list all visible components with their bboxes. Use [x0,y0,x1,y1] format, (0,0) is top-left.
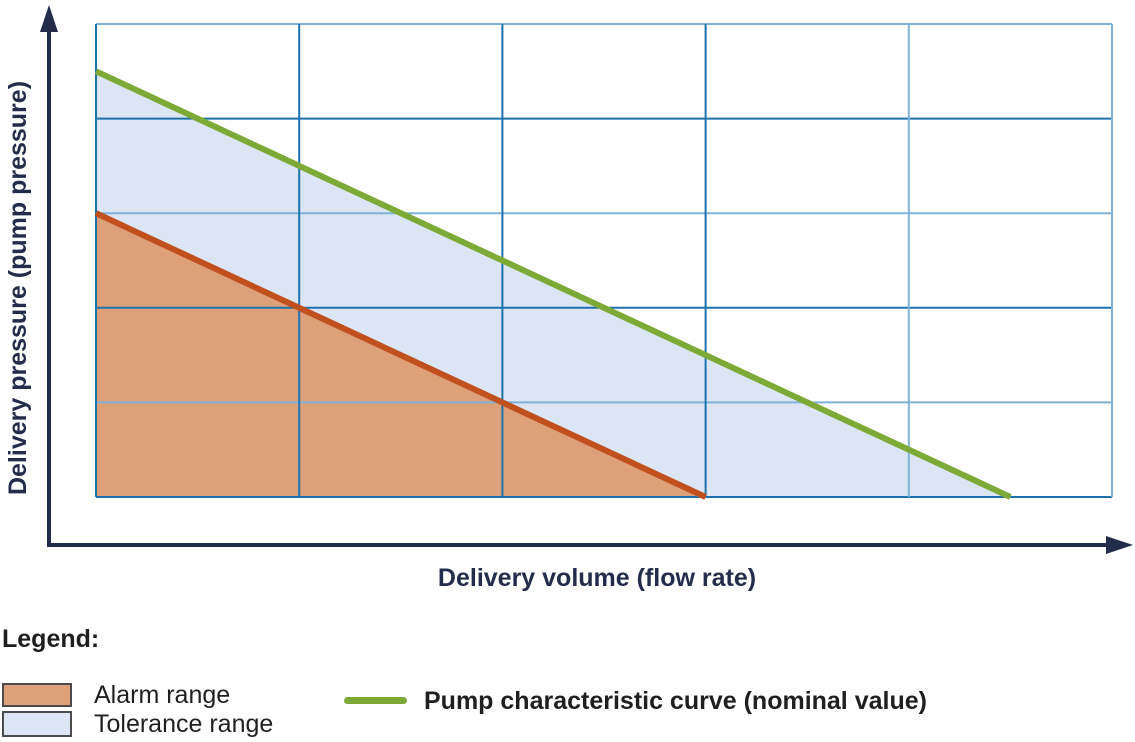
x-axis-label: Delivery volume (flow rate) [438,564,756,592]
pump-curve-chart: Delivery pressure (pump pressure) Delive… [4,5,1133,592]
legend-title: Legend: [2,625,100,653]
chart-curves [94,68,1012,500]
alarm-range-swatch [2,683,72,707]
tolerance-range-swatch [2,711,72,737]
chart-gridlines [95,23,1113,498]
chart-axes [40,5,1133,554]
nominal-curve-line-sample [344,697,407,704]
y-axis-label: Delivery pressure (pump pressure) [4,81,32,495]
alarm-range-label: Alarm range [94,681,231,709]
nominal-curve-label: Pump characteristic curve (nominal value… [424,687,927,715]
tolerance-range-label: Tolerance range [94,710,274,738]
